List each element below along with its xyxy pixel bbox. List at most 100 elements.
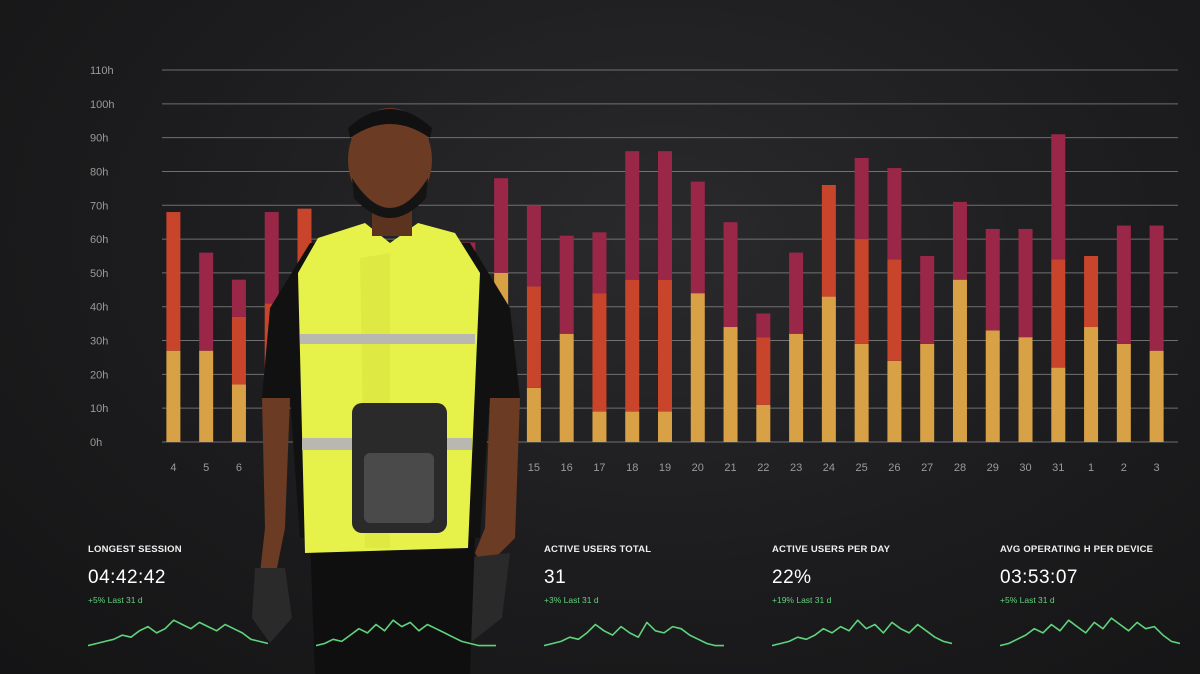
x-tick-label: 24 xyxy=(823,462,835,474)
sparkline xyxy=(316,619,496,647)
y-tick-label: 0h xyxy=(90,437,102,449)
bar-segment xyxy=(952,201,967,280)
bar-segment xyxy=(1084,327,1099,442)
bar-segment xyxy=(231,316,246,385)
bar-segment xyxy=(821,296,836,442)
bar-segment xyxy=(494,178,509,273)
y-tick-label: 90h xyxy=(90,133,108,145)
kpi-value: 31 xyxy=(544,567,567,588)
x-tick-label: 29 xyxy=(987,462,999,474)
kpi-delta: +19% Last 31 d xyxy=(772,595,832,605)
bar-segment xyxy=(1116,225,1131,344)
bar-segment xyxy=(592,232,607,294)
kpi-delta: +5% Last 31 d xyxy=(88,595,143,605)
bar-segment xyxy=(526,205,541,287)
bar-segment xyxy=(625,279,640,412)
bar-segment xyxy=(1051,367,1066,442)
x-tick-label: 26 xyxy=(888,462,900,474)
bar-segment xyxy=(920,343,935,442)
y-tick-label: 80h xyxy=(90,166,108,178)
bar-segment xyxy=(1084,256,1099,328)
stacked-bar-chart: 0h 10h 20h 30h 40h 50h 60h 70h 80h 90h 100h 110h 4 5 6… xyxy=(90,65,1178,474)
bar-segment xyxy=(559,333,574,442)
bar-segment xyxy=(854,343,869,442)
bar-segment xyxy=(756,337,771,405)
bar-segment xyxy=(658,151,672,280)
y-tick-label: 40h xyxy=(90,302,108,314)
bar-segment xyxy=(526,387,541,442)
bar-segment xyxy=(821,184,836,297)
y-tick-label: 70h xyxy=(90,200,108,212)
y-tick-label: 60h xyxy=(90,234,108,246)
y-tick-label: 20h xyxy=(90,369,108,381)
bar-segment xyxy=(854,157,869,240)
bar-segment xyxy=(756,313,771,338)
x-tick-label: 6 xyxy=(236,462,242,474)
bar-segment xyxy=(592,411,607,442)
y-tick-label: 100h xyxy=(90,99,114,111)
bar-segment xyxy=(264,212,279,304)
kpi-delta: +3% Last 31 d xyxy=(544,595,599,605)
kpi-avg-operating-hours: AVG OPERATING H PER DEVICE 03:53:07 +5% … xyxy=(1000,544,1190,605)
bar-segment xyxy=(920,256,935,344)
bar-segment xyxy=(592,293,607,412)
kpi-title: AVG OPERATING H PER DEVICE xyxy=(1000,544,1154,555)
kpi-active-users-per-day: ACTIVE USERS PER DAY 22% +19% Last 31 d xyxy=(772,544,962,605)
sparkline xyxy=(88,619,268,647)
sparkline-path xyxy=(1000,617,1180,647)
x-tick-label: 28 xyxy=(954,462,966,474)
bar-segment xyxy=(625,151,640,280)
x-tick-label: 31 xyxy=(1052,462,1064,474)
kpi-longest-session: LONGEST SESSION 04:42:42 +5% Last 31 d xyxy=(88,544,278,605)
x-tick-label: 2 xyxy=(1121,462,1127,474)
kpi-value: 03:53:07 xyxy=(1000,567,1078,588)
x-tick-label: 25 xyxy=(856,462,868,474)
bar-segment xyxy=(199,350,214,442)
bar-segment xyxy=(1018,337,1033,442)
bar-segment xyxy=(1116,343,1131,442)
sparkline-path xyxy=(544,621,724,647)
x-tick-label: 1 xyxy=(1088,462,1094,474)
bar-segment xyxy=(789,333,804,442)
bar-segment xyxy=(658,279,672,412)
kpi-active-users-total: ACTIVE USERS TOTAL 31 +3% Last 31 d xyxy=(544,544,734,605)
bar-segment xyxy=(658,411,672,442)
x-tick-label: 15 xyxy=(528,462,540,474)
bar-segment xyxy=(166,212,181,351)
bar-segment xyxy=(690,293,705,442)
bar-segment xyxy=(526,286,541,388)
bar-segment xyxy=(1149,350,1164,442)
y-tick-label: 110h xyxy=(90,65,114,77)
bar-segment xyxy=(887,168,902,260)
x-tick-label: 20 xyxy=(692,462,704,474)
x-tick-label: 18 xyxy=(626,462,638,474)
x-tick-label: 19 xyxy=(659,462,671,474)
sparkline xyxy=(1000,617,1180,647)
kpi-title: ACTIVE USERS PER DAY xyxy=(772,544,891,555)
sparkline xyxy=(544,621,724,647)
x-tick-label: 17 xyxy=(593,462,605,474)
bar-segment xyxy=(723,327,738,442)
x-tick-label: 30 xyxy=(1019,462,1031,474)
kpi-title: ACTIVE USERS TOTAL xyxy=(544,544,652,555)
y-tick-label: 50h xyxy=(90,268,108,280)
bar-segment xyxy=(789,252,804,334)
worker-photo xyxy=(252,108,520,674)
x-tick-label: 27 xyxy=(921,462,933,474)
kpi-value: 04:42:42 xyxy=(88,567,166,588)
bar-segment xyxy=(887,360,902,442)
bar-segment xyxy=(625,411,640,442)
bar-segment xyxy=(887,259,902,361)
x-tick-label: 23 xyxy=(790,462,802,474)
bar-segment xyxy=(690,181,705,294)
x-tick-label: 16 xyxy=(561,462,573,474)
x-tick-label: 22 xyxy=(757,462,769,474)
bar-segment xyxy=(231,279,246,317)
bar-segment xyxy=(1051,259,1066,368)
bar-segment xyxy=(1051,134,1066,260)
sparkline-path xyxy=(88,619,268,647)
kpi-value: 22% xyxy=(772,567,812,588)
bar-segment xyxy=(985,330,1000,442)
x-tick-label: 5 xyxy=(203,462,209,474)
bar-segment xyxy=(199,252,214,351)
